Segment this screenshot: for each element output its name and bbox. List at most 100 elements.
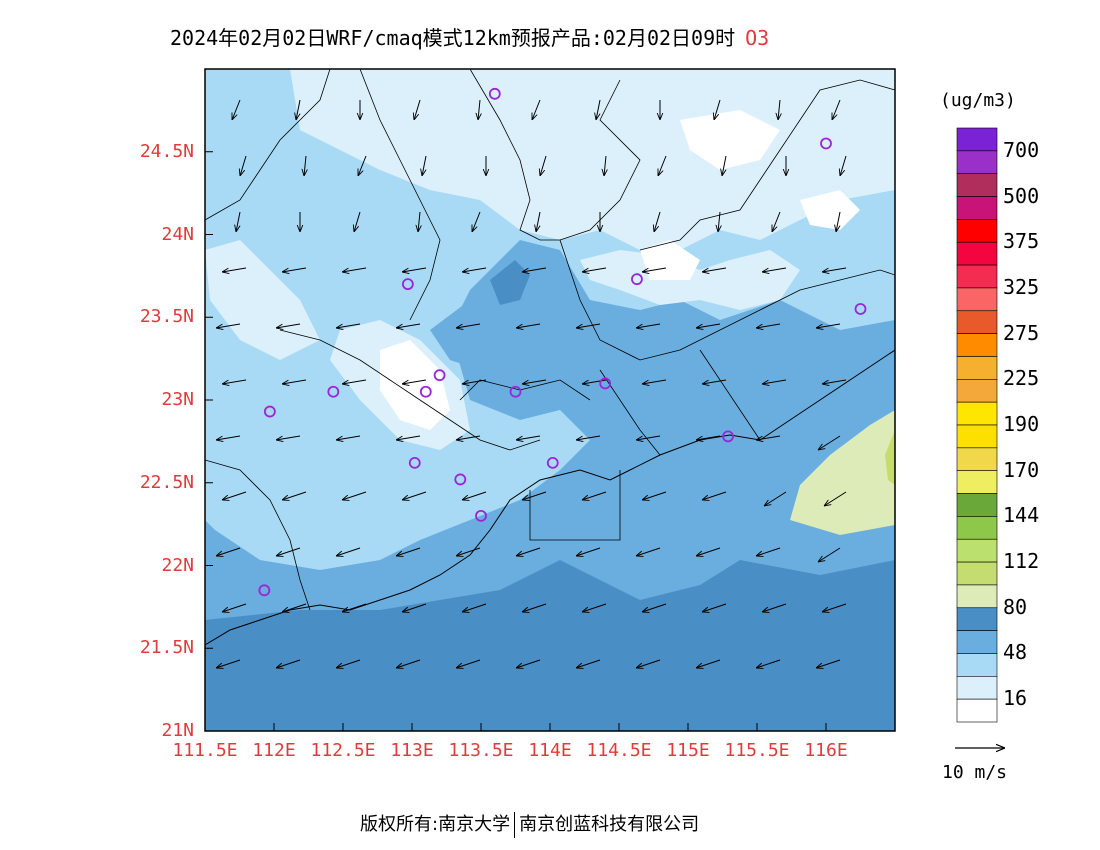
- wind-vector: [336, 323, 361, 328]
- station-marker: [263, 405, 276, 418]
- wind-vector: [402, 603, 427, 612]
- wind-vector: [418, 211, 420, 232]
- wind-vector: [342, 267, 367, 272]
- wind-vector: [818, 547, 841, 562]
- wind-vector: [576, 547, 601, 556]
- wind-vector: [478, 99, 480, 120]
- concentration-field: [205, 69, 895, 731]
- station-marker: [258, 584, 271, 597]
- wind-vector: [778, 99, 780, 120]
- colorbar-swatch: [956, 676, 998, 700]
- colorbar-swatch: [956, 379, 998, 403]
- wind-vector: [604, 155, 606, 176]
- wind-vector: [522, 491, 547, 500]
- wind-vector: [722, 155, 726, 176]
- wind-vector: [216, 547, 241, 556]
- wind-vector: [240, 155, 247, 176]
- wind-vector: [456, 659, 481, 668]
- wind-vector: [714, 99, 721, 120]
- colorbar-swatch: [956, 698, 998, 723]
- colorbar-label: 48: [1003, 640, 1028, 665]
- lat-tick-label: 23.5N: [139, 306, 194, 328]
- colorbar-label: 144: [1003, 503, 1040, 528]
- lon-tick-label: 113.5E: [448, 740, 514, 761]
- copyright: 版权所有:南京大学 南京创蓝科技有限公司: [360, 810, 699, 838]
- wind-vector: [276, 547, 301, 556]
- wind-vector: [636, 435, 661, 440]
- wind-vector: [456, 435, 481, 440]
- wind-vector: [462, 267, 487, 272]
- wind-vector: [756, 547, 781, 556]
- wind-vector: [582, 267, 607, 272]
- wind-vector: [822, 267, 847, 272]
- wind-vector: [396, 435, 421, 440]
- wind-vector: [236, 211, 240, 232]
- colorbar-swatch: [956, 127, 998, 152]
- station-marker: [599, 377, 612, 390]
- wind-vector: [422, 155, 426, 176]
- wind-vector: [654, 211, 661, 232]
- wind-vector: [522, 267, 547, 272]
- wind-vector: [231, 99, 241, 120]
- lon-tick-label: 111.5E: [172, 740, 238, 761]
- wind-vector: [282, 379, 307, 384]
- wind-vector: [402, 491, 427, 500]
- wind-vector: [756, 435, 781, 440]
- colorbar-swatch: [956, 310, 998, 334]
- wind-vector: [396, 547, 421, 556]
- wind-vector: [402, 267, 427, 272]
- wind-vector: [222, 267, 247, 272]
- wind-vector: [818, 435, 841, 450]
- wind-vector: [696, 547, 721, 556]
- lat-tick-label: 21N: [161, 720, 194, 741]
- wind-vector: [471, 211, 481, 232]
- lat-tick-label: 22N: [161, 554, 194, 576]
- station-marker: [722, 430, 734, 443]
- wind-vector: [516, 659, 541, 668]
- colorbar-swatch: [956, 584, 998, 609]
- wind-vector: [276, 659, 301, 668]
- lat-tick-label: 24N: [161, 223, 194, 245]
- wind-vector: [576, 435, 601, 440]
- wind-vector: [222, 379, 247, 384]
- colorbar-swatch: [956, 241, 998, 266]
- wind-vector: [762, 603, 787, 612]
- station-marker: [631, 273, 643, 286]
- lat-tick-label: 24.5N: [139, 140, 194, 162]
- wind-vector: [396, 323, 421, 328]
- lon-tick-label: 115.5E: [724, 740, 790, 761]
- wind-vector: [642, 379, 667, 384]
- wind-vector: [342, 379, 367, 384]
- wind-vector: [536, 211, 540, 232]
- colorbar-swatch: [956, 150, 998, 174]
- station-marker: [854, 303, 867, 315]
- wind-vector: [336, 659, 361, 668]
- wind-vector: [516, 547, 541, 556]
- wind-vector: [342, 491, 367, 500]
- wind-vector: [702, 379, 727, 384]
- lon-tick-label: 114.5E: [586, 740, 652, 761]
- station-marker: [509, 385, 522, 398]
- wind-vector: [276, 435, 301, 440]
- colorbar-label: 700: [1003, 137, 1040, 162]
- lon-tick-label: 112E: [252, 740, 296, 761]
- colorbar-label: 170: [1003, 457, 1040, 482]
- monitoring-stations: [258, 87, 867, 597]
- colorbar-label: 375: [1003, 229, 1040, 254]
- wind-vector: [702, 603, 727, 612]
- wind-vector: [531, 99, 541, 120]
- wind-vector: [596, 99, 600, 120]
- lat-tick-label: 23N: [161, 389, 194, 410]
- colorbar-swatch: [956, 493, 998, 517]
- wind-vector: [354, 211, 361, 232]
- wind-vector: [516, 323, 541, 328]
- wind-vector: [582, 379, 607, 384]
- wind-vector: [636, 547, 661, 556]
- wind-vector: [222, 603, 247, 612]
- wind-vector: [756, 659, 781, 668]
- wind-vector: [336, 547, 361, 556]
- wind-vector: [462, 491, 487, 500]
- colorbar-swatch: [956, 653, 998, 677]
- station-marker: [454, 473, 467, 486]
- wind-vector: [831, 99, 841, 120]
